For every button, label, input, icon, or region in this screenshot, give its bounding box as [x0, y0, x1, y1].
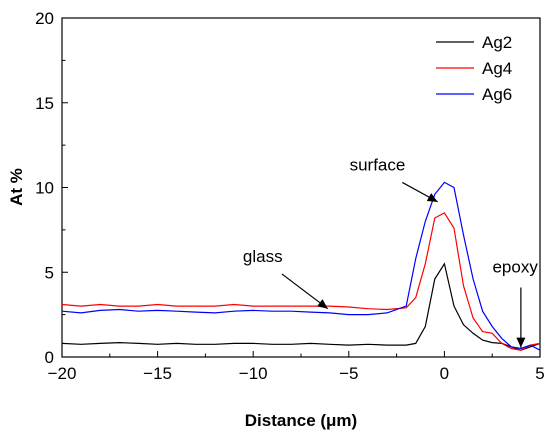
- y-tick-label: 5: [45, 263, 54, 282]
- annotation-epoxy: epoxy: [492, 257, 538, 276]
- legend-label-ag4: Ag4: [482, 59, 512, 78]
- x-axis-ticks: −20 −15 −10 −5 0 5: [48, 351, 545, 383]
- glass-arrow-icon: [281, 273, 329, 310]
- y-tick-label: 15: [35, 94, 54, 113]
- series-line-ag6: [61, 181, 541, 351]
- legend: Ag2 Ag4 Ag6: [436, 33, 512, 104]
- x-tick-label: −15: [143, 364, 172, 383]
- series-lines: [61, 181, 541, 351]
- annotation-surface: surface: [350, 156, 406, 175]
- epoxy-arrow-icon: [516, 287, 526, 348]
- y-tick-label: 10: [35, 179, 54, 198]
- x-tick-label: 0: [440, 364, 449, 383]
- annotation-glass: glass: [243, 247, 283, 266]
- y-tick-label: 0: [45, 348, 54, 367]
- y-axis-title: At %: [7, 168, 26, 206]
- series-line-ag4: [61, 212, 541, 351]
- annotations: glass surface epoxy: [243, 156, 538, 277]
- series-line-ag2: [61, 262, 541, 351]
- x-tick-label: −5: [339, 364, 358, 383]
- y-axis-ticks: 0 5 10 15 20: [35, 9, 68, 367]
- y-tick-label: 20: [35, 9, 54, 28]
- x-tick-label: −10: [239, 364, 268, 383]
- x-tick-label: −20: [48, 364, 77, 383]
- legend-label-ag2: Ag2: [482, 33, 512, 52]
- x-tick-label: 5: [535, 364, 544, 383]
- x-axis-title: Distance (μm): [245, 411, 357, 430]
- surface-arrow-icon: [402, 181, 438, 203]
- legend-label-ag6: Ag6: [482, 85, 512, 104]
- annotation-arrows: [281, 181, 526, 348]
